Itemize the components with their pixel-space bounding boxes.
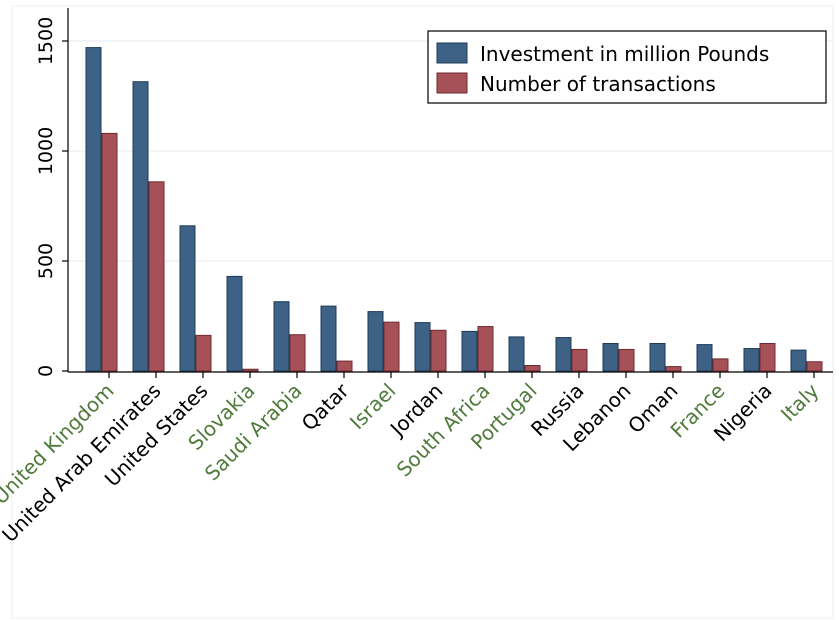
y-axis: 0 500 1000 1500 bbox=[35, 8, 69, 377]
legend-box bbox=[427, 30, 827, 104]
bars bbox=[85, 47, 823, 372]
bar-transactions bbox=[759, 343, 776, 372]
bar-transactions bbox=[806, 361, 823, 372]
bar-investment bbox=[743, 348, 760, 372]
legend: Investment in million Pounds Number of t… bbox=[427, 30, 827, 104]
bar-investment bbox=[132, 81, 149, 372]
bar-investment bbox=[696, 344, 713, 372]
bar-transactions bbox=[712, 358, 729, 372]
legend-label-transactions: Number of transactions bbox=[480, 72, 716, 96]
bar-investment bbox=[226, 275, 243, 372]
bar-investment bbox=[790, 349, 807, 372]
bar-transactions bbox=[430, 329, 447, 372]
bar-investment bbox=[649, 343, 666, 372]
bar-investment bbox=[320, 305, 337, 372]
bar-investment bbox=[273, 301, 290, 372]
bar-transactions bbox=[524, 365, 541, 372]
y-tick-label: 0 bbox=[35, 365, 57, 377]
plot-region bbox=[11, 5, 834, 619]
legend-swatch-transactions bbox=[436, 72, 468, 94]
bar-transactions bbox=[477, 326, 494, 372]
bar-investment bbox=[85, 47, 102, 372]
bar-investment bbox=[179, 225, 196, 372]
bar-transactions bbox=[195, 334, 212, 372]
bar-investment bbox=[508, 336, 525, 372]
y-tick-label: 500 bbox=[35, 243, 57, 279]
bar-investment bbox=[414, 322, 431, 372]
legend-swatch-investment bbox=[436, 42, 468, 64]
bar-transactions bbox=[571, 348, 588, 372]
bar-transactions bbox=[383, 321, 400, 372]
bar-transactions bbox=[336, 360, 353, 372]
bar-investment bbox=[602, 343, 619, 372]
y-tick-label: 1500 bbox=[35, 17, 57, 65]
y-tick-label: 1000 bbox=[35, 127, 57, 175]
bar-transactions bbox=[101, 132, 118, 372]
bar-transactions bbox=[242, 368, 259, 372]
legend-label-investment: Investment in million Pounds bbox=[480, 42, 769, 66]
bar-transactions bbox=[148, 181, 165, 372]
bar-transactions bbox=[289, 334, 306, 372]
bar-transactions bbox=[618, 348, 635, 372]
bar-investment bbox=[555, 337, 572, 372]
bar-transactions bbox=[665, 366, 682, 372]
bar-investment bbox=[367, 311, 384, 372]
bar-investment bbox=[461, 330, 478, 372]
